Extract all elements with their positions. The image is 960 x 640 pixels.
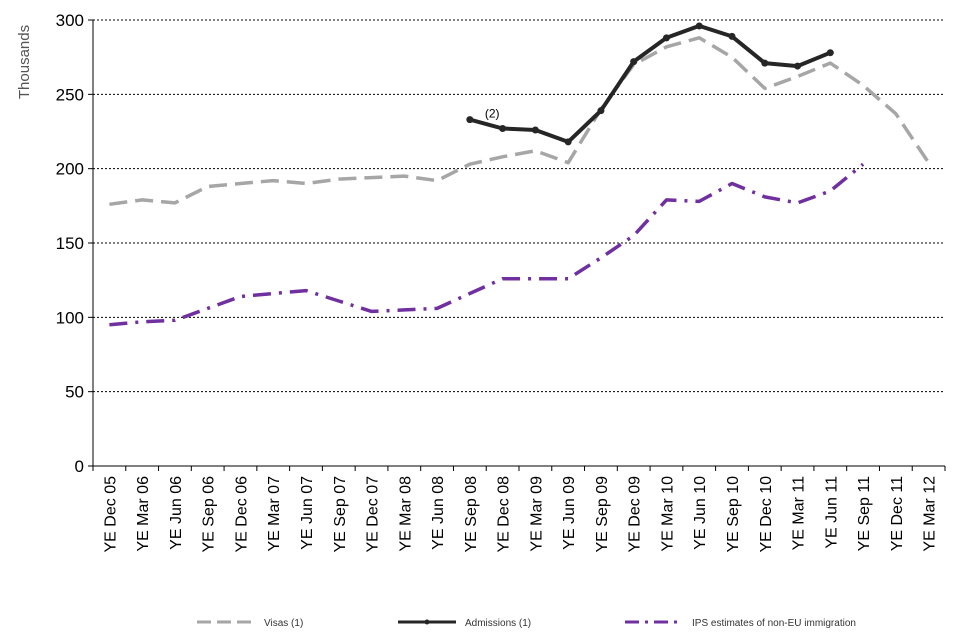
y-tick-label-50: 50 xyxy=(65,383,84,402)
annotations: (2) xyxy=(485,107,500,121)
x-tick-label-ye-mar-06: YE Mar 06 xyxy=(135,476,152,552)
y-tick-label-250: 250 xyxy=(56,85,84,104)
x-tick-label-ye-dec-08: YE Dec 08 xyxy=(496,476,513,553)
annotation-2: (2) xyxy=(485,107,500,121)
x-tick-label-ye-sep-08: YE Sep 08 xyxy=(463,476,480,553)
x-tick-label-ye-dec-11: YE Dec 11 xyxy=(889,476,906,551)
x-axis-ticks: YE Dec 05 YE Mar 06 YE Jun 06 YE Sep 06 YE D… xyxy=(92,466,946,553)
point-admissions-1-ye-jun-09 xyxy=(564,138,572,146)
y-axis-ticks: 0 50 100 150 200 250 300 xyxy=(56,11,93,476)
legend-marker-admissions-1 xyxy=(424,619,430,625)
y-axis-label: Thousands xyxy=(16,25,33,99)
x-tick-label-ye-mar-10: YE Mar 10 xyxy=(659,476,676,552)
point-admissions-1-ye-dec-08 xyxy=(499,125,507,133)
point-admissions-1-ye-sep-09 xyxy=(597,107,605,115)
series-line-visas-1 xyxy=(109,36,931,207)
point-admissions-1-ye-jun-10 xyxy=(695,22,703,30)
point-admissions-1-ye-sep-08 xyxy=(466,116,474,124)
x-tick-label-ye-jun-08: YE Jun 08 xyxy=(430,476,447,550)
x-tick-label-ye-mar-07: YE Mar 07 xyxy=(266,476,283,552)
x-tick-label-ye-jun-09: YE Jun 09 xyxy=(561,476,578,550)
point-admissions-1-ye-mar-09 xyxy=(531,126,539,134)
x-tick-label-ye-mar-12: YE Mar 12 xyxy=(922,476,939,552)
point-admissions-1-ye-dec-09 xyxy=(630,58,638,66)
x-tick-label-ye-sep-09: YE Sep 09 xyxy=(594,476,611,553)
series-lines xyxy=(109,22,931,327)
legend: Visas (1) Admissions (1) IPS estimates of … xyxy=(197,618,856,629)
x-tick-label-ye-sep-07: YE Sep 07 xyxy=(332,476,349,553)
legend-label-ips-estimates-of-non-eu-immigration: IPS estimates of non-EU immigration xyxy=(692,618,856,629)
series-line-ips-estimates-of-non-eu-immigration xyxy=(109,162,865,327)
x-tick-label-ye-jun-10: YE Jun 10 xyxy=(692,476,709,550)
y-tick-label-100: 100 xyxy=(56,308,84,327)
x-tick-label-ye-dec-05: YE Dec 05 xyxy=(102,476,119,553)
point-admissions-1-ye-dec-10 xyxy=(761,59,769,67)
gridlines xyxy=(93,19,945,393)
y-tick-label-150: 150 xyxy=(56,234,84,253)
x-tick-label-ye-mar-08: YE Mar 08 xyxy=(397,476,414,552)
point-admissions-1-ye-mar-11 xyxy=(794,62,802,70)
x-tick-label-ye-dec-10: YE Dec 10 xyxy=(758,476,775,553)
x-tick-label-ye-dec-09: YE Dec 09 xyxy=(627,476,644,553)
x-tick-label-ye-dec-06: YE Dec 06 xyxy=(233,476,250,553)
x-tick-label-ye-sep-10: YE Sep 10 xyxy=(725,476,742,553)
y-tick-label-200: 200 xyxy=(56,160,84,179)
x-tick-label-ye-mar-09: YE Mar 09 xyxy=(528,476,545,552)
x-tick-label-ye-dec-07: YE Dec 07 xyxy=(365,476,382,553)
legend-label-admissions-1: Admissions (1) xyxy=(465,618,531,629)
point-admissions-1-ye-mar-10 xyxy=(662,34,670,42)
x-tick-label-ye-jun-06: YE Jun 06 xyxy=(168,476,185,550)
point-admissions-1-ye-jun-11 xyxy=(826,49,834,57)
x-tick-label-ye-mar-11: YE Mar 11 xyxy=(791,476,808,551)
x-tick-label-ye-jun-07: YE Jun 07 xyxy=(299,476,316,550)
series-line-admissions-1 xyxy=(469,23,832,144)
y-tick-label-0: 0 xyxy=(75,457,84,476)
legend-label-visas-1: Visas (1) xyxy=(264,618,303,629)
y-tick-label-300: 300 xyxy=(56,11,84,30)
x-tick-label-ye-jun-11: YE Jun 11 xyxy=(823,476,840,549)
x-tick-label-ye-sep-06: YE Sep 06 xyxy=(201,476,218,553)
point-admissions-1-ye-sep-10 xyxy=(728,32,736,40)
x-tick-label-ye-sep-11: YE Sep 11 xyxy=(856,476,873,551)
